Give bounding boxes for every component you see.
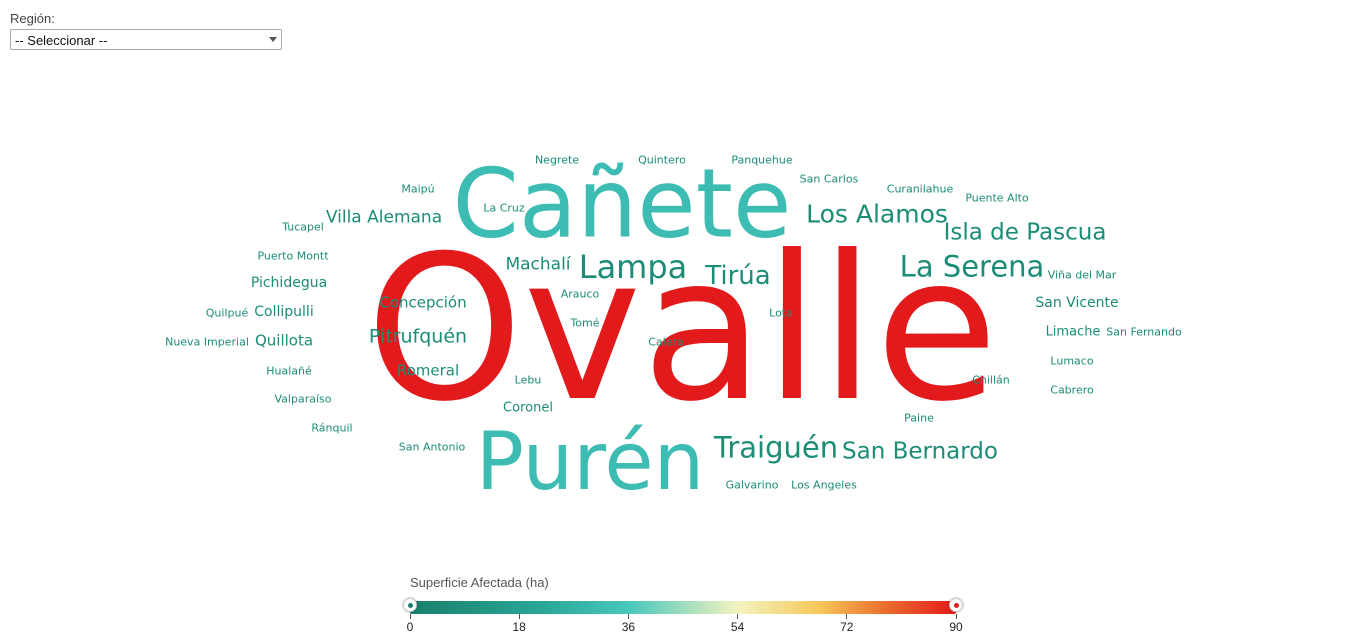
word-negrete[interactable]: Negrete [534,153,580,167]
legend-tick-mark [627,614,629,619]
region-select[interactable]: -- Seleccionar -- [10,29,282,50]
word-tucapel[interactable]: Tucapel [282,220,324,234]
legend-tick-label: 90 [949,620,963,634]
word-los-angeles[interactable]: Los Angeles [791,478,857,492]
legend-color-bar [410,601,956,614]
word-cloud: Ovalle Cañete Purén Lampa Tirúa Los Alamos La … [165,149,1182,508]
word-puerto-montt[interactable]: Puerto Montt [257,249,329,263]
word-arauco[interactable]: Arauco [560,287,600,301]
word-hualane[interactable]: Hualañé [266,364,312,378]
word-concepcion[interactable]: Concepción [379,293,467,312]
word-curanilahue[interactable]: Curanilahue [886,182,954,196]
chevron-down-icon [269,37,277,42]
word-lampa[interactable]: Lampa [578,248,688,286]
legend-tick-mark [846,614,848,619]
legend-tick-mark [737,614,739,619]
legend-tick-label: 0 [406,620,414,634]
word-san-antonio[interactable]: San Antonio [398,440,466,454]
handle-dot-icon [407,602,413,608]
word-puente-alto[interactable]: Puente Alto [965,191,1029,205]
word-canete[interactable]: Cañete [452,149,792,260]
word-limache[interactable]: Limache [1045,324,1101,340]
word-traiguen[interactable]: Traiguén [713,430,839,465]
legend-axis: 0 18 36 54 72 90 [0,614,1366,634]
word-collipulli[interactable]: Collipulli [254,304,314,320]
word-lebu[interactable]: Lebu [514,373,542,387]
word-puren[interactable]: Purén [475,415,705,508]
range-handle-min[interactable] [403,598,417,612]
word-paine[interactable]: Paine [904,411,934,425]
word-machali[interactable]: Machalí [505,254,571,275]
legend-tick-label: 54 [730,620,745,634]
word-san-bernardo[interactable]: San Bernardo [842,438,998,465]
word-maipu[interactable]: Maipú [401,182,435,196]
legend-tick-label: 72 [840,620,854,634]
word-cabrero[interactable]: Cabrero [1050,383,1094,397]
word-tirua[interactable]: Tirúa [705,261,771,291]
word-galvarino[interactable]: Galvarino [725,478,779,492]
word-calera[interactable]: Calera [648,335,684,349]
word-quintero[interactable]: Quintero [638,153,686,167]
word-quillota[interactable]: Quillota [254,331,314,350]
word-nueva-imperial[interactable]: Nueva Imperial [165,335,249,349]
word-san-carlos[interactable]: San Carlos [799,172,859,186]
word-pitrufquen[interactable]: Pitrufquén [368,325,468,348]
legend-title: Superficie Afectada (ha) [410,575,549,590]
word-lumaco[interactable]: Lumaco [1050,354,1094,368]
word-chillan[interactable]: Chillán [972,373,1010,387]
legend-tick-mark [518,614,520,619]
word-ovalle[interactable]: Ovalle [365,213,999,446]
word-tome[interactable]: Tomé [570,316,600,330]
word-la-cruz[interactable]: La Cruz [483,201,525,215]
word-san-vicente[interactable]: San Vicente [1035,295,1119,311]
word-vina-del-mar[interactable]: Viña del Mar [1047,268,1117,282]
word-los-alamos[interactable]: Los Alamos [806,199,948,229]
word-romeral[interactable]: Romeral [396,361,460,380]
legend-tick-mark [409,614,411,619]
handle-dot-icon [953,602,959,608]
word-la-serena[interactable]: La Serena [899,249,1045,284]
word-valparaiso[interactable]: Valparaíso [274,392,332,406]
word-coronel[interactable]: Coronel [503,400,553,416]
region-select-value: -- Seleccionar -- [15,33,108,48]
word-san-fernando[interactable]: San Fernando [1106,325,1182,339]
word-pichidegua[interactable]: Pichidegua [250,275,328,291]
legend-tick-label: 36 [621,620,636,634]
word-lota[interactable]: Lota [769,306,793,320]
word-panquehue[interactable]: Panquehue [731,153,793,167]
region-label: Región: [10,11,55,26]
word-ranquil[interactable]: Ránquil [311,421,353,435]
legend-tick-mark [955,614,957,619]
range-handle-max[interactable] [949,598,963,612]
word-villa-alemana[interactable]: Villa Alemana [325,207,443,228]
word-isla-de-pascua[interactable]: Isla de Pascua [943,219,1107,246]
legend-tick-label: 18 [512,620,526,634]
word-quilpue[interactable]: Quilpué [205,306,249,320]
